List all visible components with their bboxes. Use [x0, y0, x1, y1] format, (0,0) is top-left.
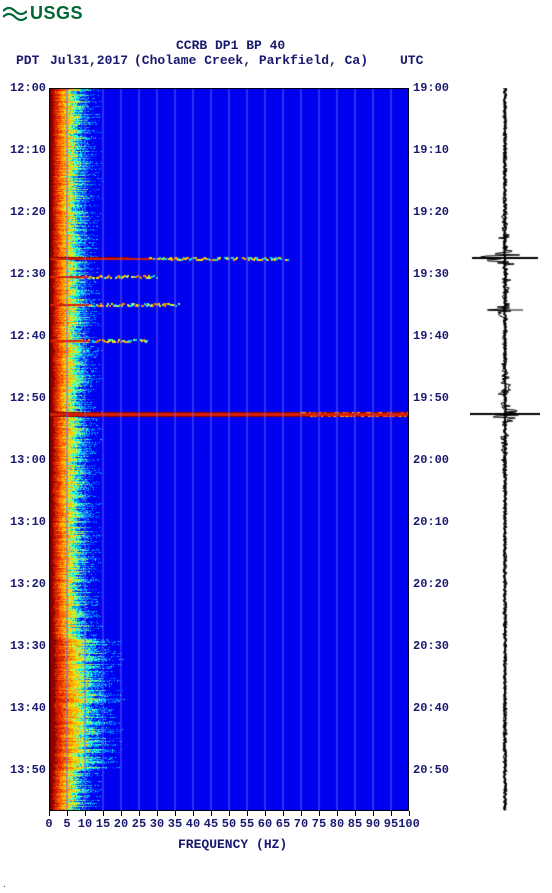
chart-title: CCRB DP1 BP 40	[176, 38, 285, 53]
ytick-left: 13:50	[2, 763, 46, 777]
tz-utc: UTC	[400, 53, 423, 68]
wave-icon	[3, 5, 27, 23]
xtick: 0	[45, 817, 52, 831]
xtick-mark	[211, 811, 212, 816]
ytick-left: 12:00	[2, 81, 46, 95]
xtick: 75	[312, 817, 326, 831]
tz-pdt: PDT	[16, 53, 39, 68]
xtick-mark	[355, 811, 356, 816]
ytick-left: 13:20	[2, 577, 46, 591]
xtick-mark	[319, 811, 320, 816]
ytick-right: 20:50	[413, 763, 457, 777]
corner-mark: .	[3, 879, 6, 890]
xtick: 95	[384, 817, 398, 831]
xtick: 40	[186, 817, 200, 831]
xtick: 30	[150, 817, 164, 831]
ytick-left: 13:10	[2, 515, 46, 529]
xtick-mark	[193, 811, 194, 816]
ytick-left: 12:50	[2, 391, 46, 405]
xtick: 25	[132, 817, 146, 831]
xtick-mark	[373, 811, 374, 816]
xtick-mark	[283, 811, 284, 816]
xtick: 45	[204, 817, 218, 831]
ytick-right: 20:00	[413, 453, 457, 467]
ytick-left: 12:10	[2, 143, 46, 157]
waveform-trace	[470, 88, 540, 811]
xtick-mark	[301, 811, 302, 816]
xtick-mark	[337, 811, 338, 816]
xtick: 5	[63, 817, 70, 831]
x-axis-label: FREQUENCY (HZ)	[178, 837, 287, 852]
ytick-left: 12:40	[2, 329, 46, 343]
ytick-left: 12:20	[2, 205, 46, 219]
xtick-mark	[67, 811, 68, 816]
xtick-mark	[175, 811, 176, 816]
usgs-logo: USGS	[3, 3, 83, 24]
ytick-right: 19:30	[413, 267, 457, 281]
ytick-right: 19:40	[413, 329, 457, 343]
xtick: 15	[96, 817, 110, 831]
xtick: 80	[330, 817, 344, 831]
xtick-mark	[391, 811, 392, 816]
ytick-right: 20:30	[413, 639, 457, 653]
xtick-mark	[409, 811, 410, 816]
ytick-right: 19:10	[413, 143, 457, 157]
xtick-mark	[157, 811, 158, 816]
xtick-mark	[85, 811, 86, 816]
xtick: 90	[366, 817, 380, 831]
xtick-mark	[265, 811, 266, 816]
ytick-left: 13:30	[2, 639, 46, 653]
xtick: 55	[240, 817, 254, 831]
ytick-left: 13:00	[2, 453, 46, 467]
date-label: Jul31,2017	[50, 53, 128, 68]
xtick: 85	[348, 817, 362, 831]
location-label: (Cholame Creek, Parkfield, Ca)	[134, 53, 368, 68]
logo-text: USGS	[30, 3, 83, 24]
xtick: 100	[398, 817, 420, 831]
xtick: 20	[114, 817, 128, 831]
xtick: 10	[78, 817, 92, 831]
xtick: 50	[222, 817, 236, 831]
xtick-mark	[103, 811, 104, 816]
xtick: 35	[168, 817, 182, 831]
ytick-left: 12:30	[2, 267, 46, 281]
xtick: 70	[294, 817, 308, 831]
xtick-mark	[121, 811, 122, 816]
xtick-mark	[49, 811, 50, 816]
ytick-right: 19:20	[413, 205, 457, 219]
ytick-left: 13:40	[2, 701, 46, 715]
xtick-mark	[229, 811, 230, 816]
xtick-mark	[247, 811, 248, 816]
ytick-right: 20:40	[413, 701, 457, 715]
spectrogram-chart	[49, 88, 409, 811]
xtick: 65	[276, 817, 290, 831]
ytick-right: 20:10	[413, 515, 457, 529]
ytick-right: 19:50	[413, 391, 457, 405]
xtick: 60	[258, 817, 272, 831]
ytick-right: 19:00	[413, 81, 457, 95]
xtick-mark	[139, 811, 140, 816]
ytick-right: 20:20	[413, 577, 457, 591]
